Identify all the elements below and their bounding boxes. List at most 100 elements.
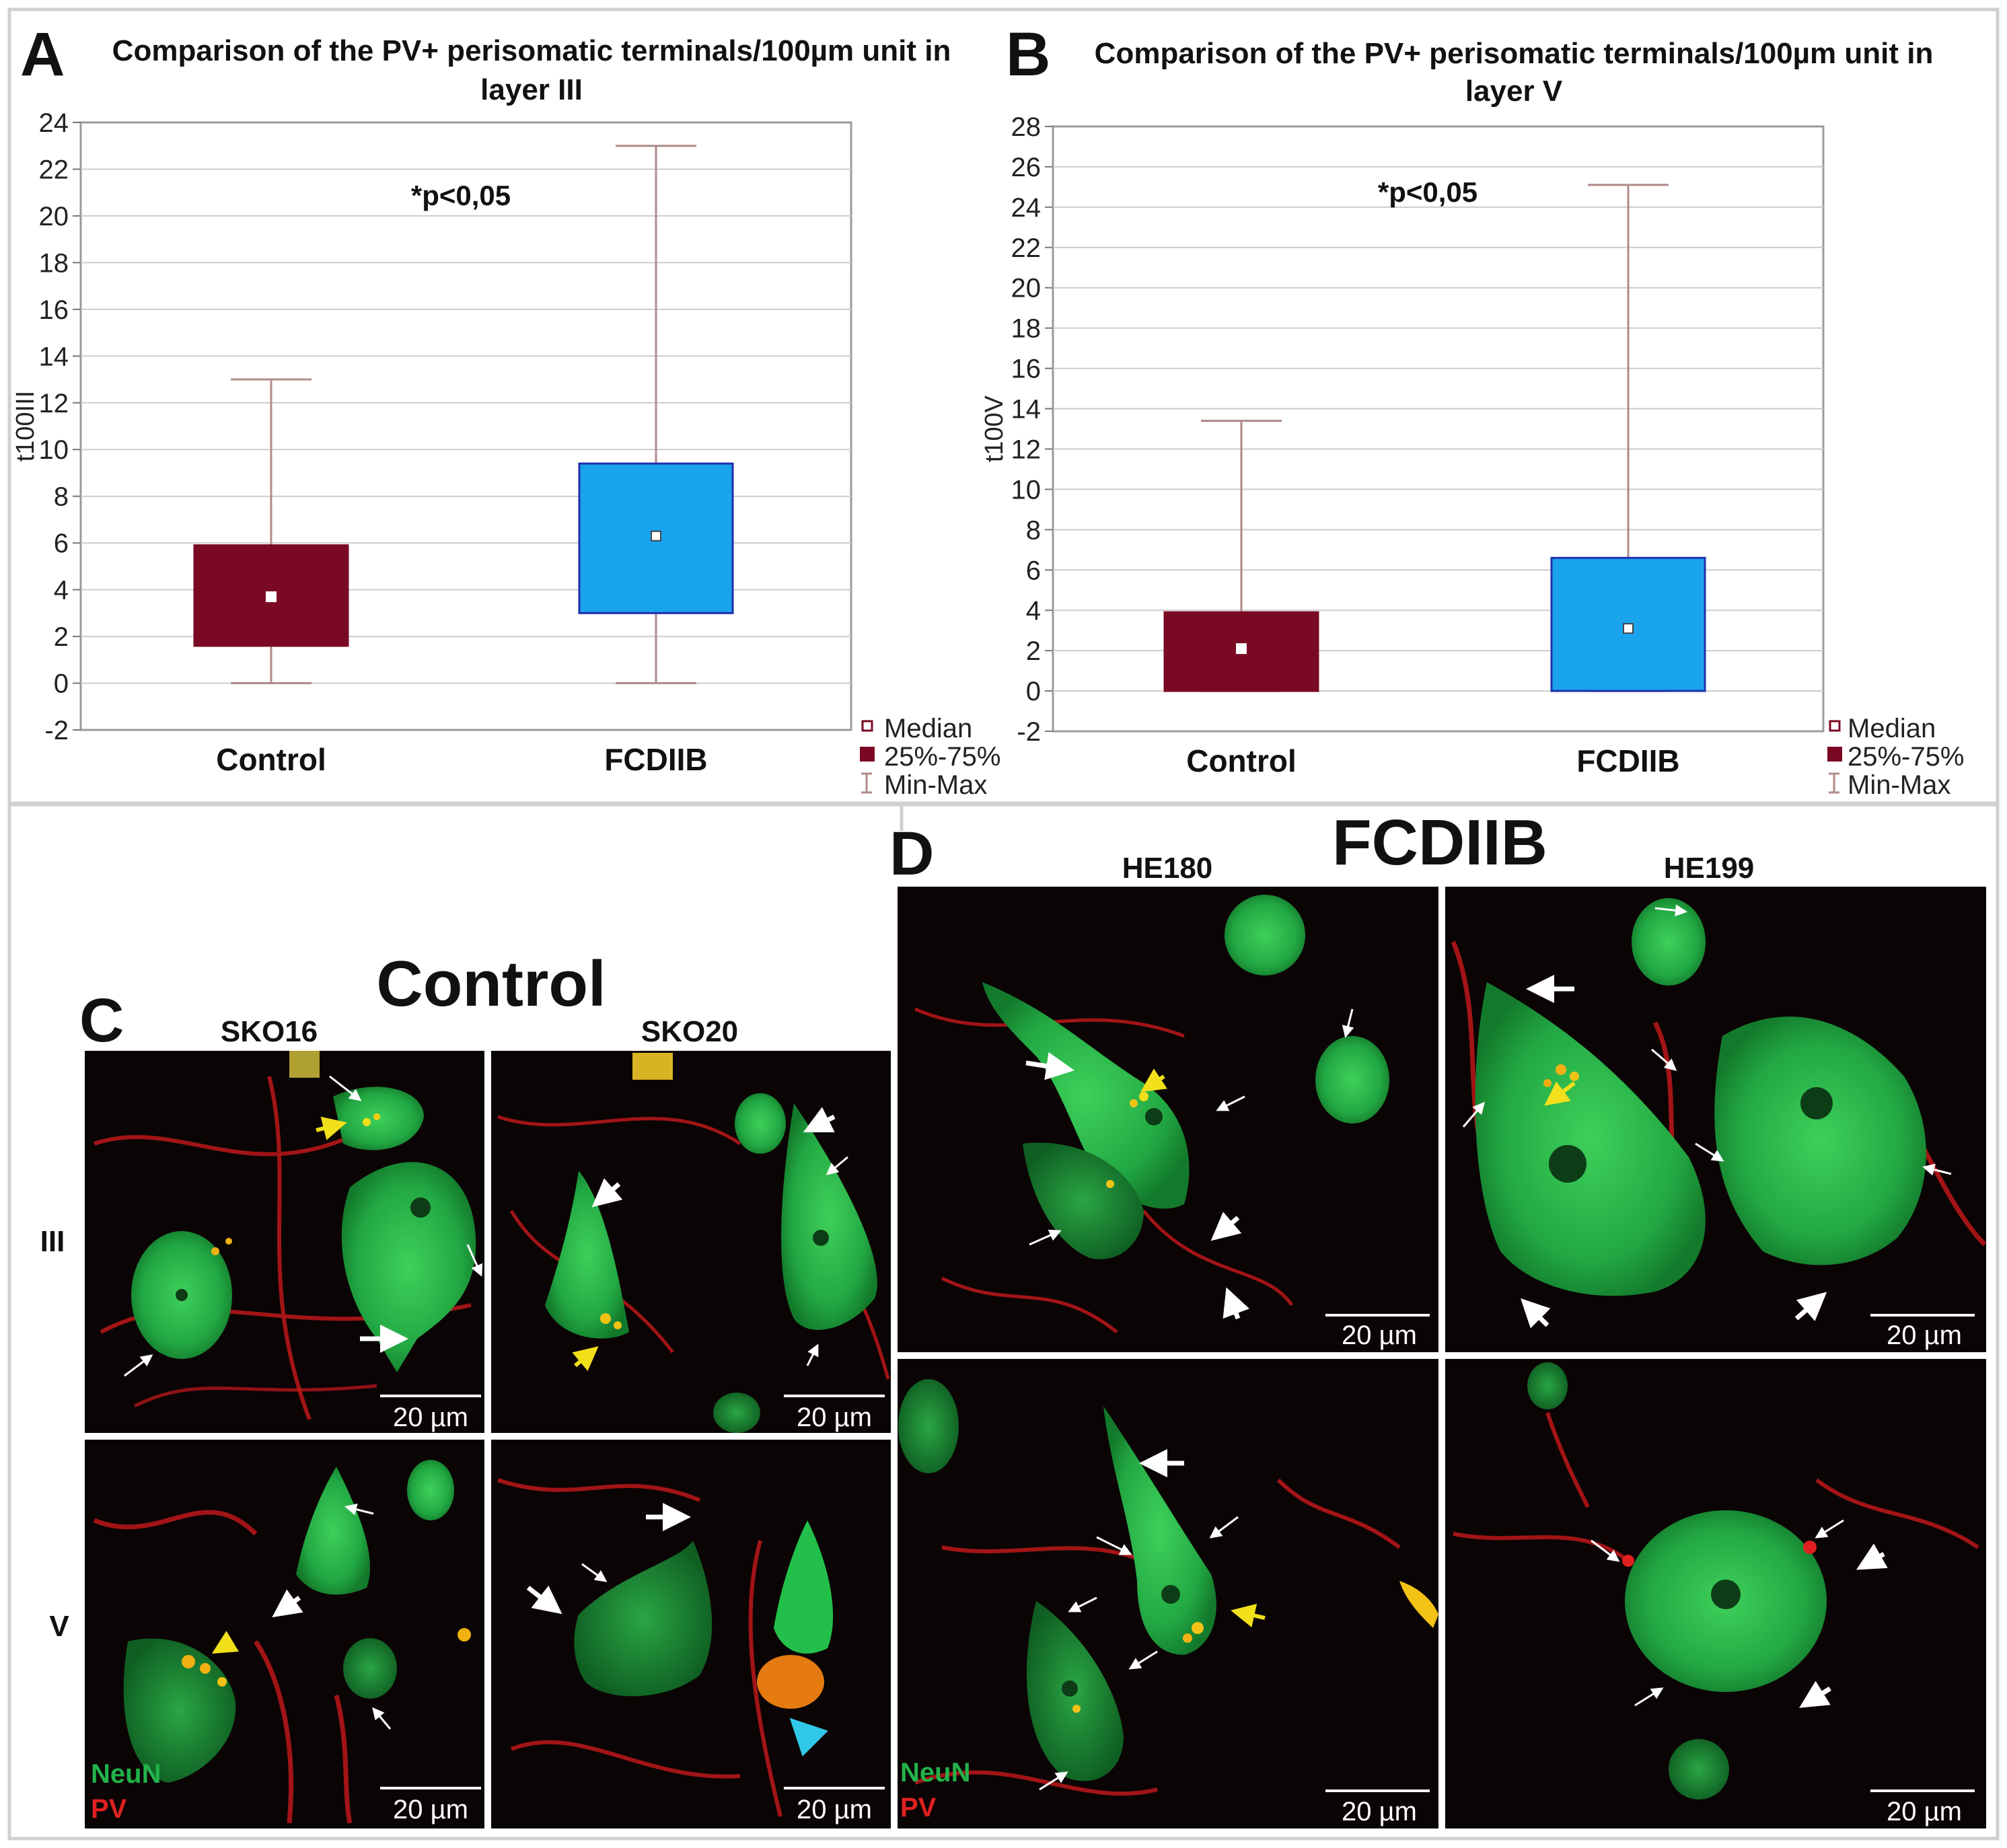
scale-bar-label: 20 µm [797,1795,872,1824]
panel-letter-b: B [1006,20,1050,89]
x-axis-labels: Control FCDIIB [1186,743,1679,778]
micrograph-sko16-layer5: NeuN PV 20 µm [85,1440,484,1828]
scale-bar-label: 20 µm [1342,1797,1417,1826]
stain-label-pv: PV [91,1794,127,1824]
significance-annotation: *p<0,05 [411,180,511,211]
box-plots [193,145,734,685]
micrograph-sko20-layer3: 20 µm [491,1051,891,1433]
y-tick-label: 18 [39,248,69,278]
y-tick-label: 0 [54,669,69,699]
x-category-label: FCDIIB [1576,743,1679,778]
median-marker [1623,623,1634,634]
y-tick-label: 6 [1026,556,1041,585]
median-marker [651,530,661,542]
legend-iqr-swatch [860,747,875,762]
legend: Median 25%-75% Min-Max [1827,714,1964,800]
legend-median-swatch [861,720,873,732]
y-tick-label: 18 [1011,314,1042,344]
legend-median-label: Median [1848,714,1936,743]
legend-iqr-label: 25%-75% [1848,742,1964,772]
legend-median-label: Median [884,714,972,743]
legend-minmax-label: Min-Max [884,770,987,800]
scale-bar-label: 20 µm [393,1795,468,1824]
chart-title-line1: Comparison of the PV+ perisomatic termin… [1095,37,1934,70]
scale-bar-label: 20 µm [393,1403,468,1432]
legend: Median 25%-75% Min-Max [860,714,1000,800]
panel-letter-d: D [889,819,934,888]
chart-title-line2: layer V [1465,75,1563,108]
y-tick-label: 12 [1011,435,1042,464]
y-tick-label: 14 [1011,395,1042,424]
y-tick-label: 0 [1026,677,1041,706]
micrograph-he199-layer3: 20 µm [1445,887,1987,1352]
x-category-label: Control [1186,743,1297,778]
y-tick-label: 4 [54,576,69,605]
y-tick-label: 8 [1026,515,1041,545]
panel-letter-a: A [20,20,65,89]
scale-bar-label: 20 µm [1342,1321,1417,1350]
micrograph-panels-border [7,803,2000,1841]
legend-minmax-label: Min-Max [1848,770,1950,800]
panel-letter-c: C [79,986,124,1055]
y-axis-label: t100V [980,395,1009,462]
y-axis-label: t100III [11,391,40,462]
box-plots [1163,184,1706,692]
y-tick-label: 10 [39,435,69,465]
scale-bar-label: 20 µm [1887,1321,1962,1350]
y-tick-label: 16 [1011,355,1042,384]
x-category-label: FCDIIB [604,742,707,777]
legend-minmax-swatch [861,772,872,794]
column-label: HE180 [1122,852,1213,885]
scale-bar-label: 20 µm [1887,1797,1962,1826]
y-tick-label: 26 [1011,153,1042,182]
chart-panel-a: A Comparison of the PV+ perisomatic term… [11,20,1000,800]
chart-panel-b: B Comparison of the PV+ perisomatic term… [980,20,1964,800]
chart-title-line1: Comparison of the PV+ perisomatic termin… [112,34,951,67]
x-category-label: Control [216,742,326,777]
stain-label-pv: PV [900,1793,937,1822]
micrograph-panel-d: D FCDIIB HE180 HE199 20 µm [889,807,1987,1828]
micrograph-he180-layer3: 20 µm [898,887,1438,1352]
micrograph-panel-c: C Control SKO16 SKO20 III V 20 µm [40,948,891,1828]
y-tick-label: 20 [1011,274,1042,303]
significance-annotation: *p<0,05 [1378,176,1477,208]
legend-iqr-label: 25%-75% [884,742,1000,772]
y-tick-label: 24 [39,108,69,138]
row-label: V [49,1610,69,1643]
median-marker [1236,643,1247,655]
y-tick-label: 2 [54,622,69,652]
y-tick-label: 10 [1011,475,1042,505]
y-tick-label: 12 [39,389,69,418]
micrograph-sko20-layer5: 20 µm [491,1440,891,1828]
y-tick-label: 20 [39,202,69,231]
y-tick-label: 16 [39,295,69,325]
scale-bar-label: 20 µm [797,1403,872,1432]
y-tick-label: 6 [54,529,69,558]
legend-iqr-swatch [1827,747,1842,762]
group-heading: FCDIIB [1332,807,1547,879]
chart-title-line2: layer III [480,73,583,106]
group-heading: Control [376,948,606,1020]
x-axis-labels: Control FCDIIB [216,742,707,777]
column-label: SKO20 [641,1015,738,1048]
micrograph-sko16-layer3: 20 µm [85,1051,484,1433]
y-tick-label: 28 [1011,112,1042,142]
column-label: SKO16 [221,1015,318,1048]
y-tick-label: 22 [1011,233,1042,263]
y-tick-label: -2 [1017,717,1041,747]
y-tick-label: 14 [39,342,69,371]
y-tick-label: 2 [1026,636,1041,666]
y-tick-label: 4 [1026,596,1041,626]
micrograph-he180-layer5: NeuN PV 20 µm [898,1359,1438,1828]
y-tick-label: -2 [44,716,69,745]
stain-label-neun: NeuN [900,1758,970,1787]
stain-label-neun: NeuN [91,1759,161,1789]
column-label: HE199 [1664,852,1755,885]
y-tick-label: 22 [39,155,69,184]
micrograph-he199-layer5: 20 µm [1445,1359,1986,1828]
legend-minmax-swatch [1829,772,1839,794]
y-tick-label: 8 [54,482,69,512]
row-label: III [40,1225,65,1258]
